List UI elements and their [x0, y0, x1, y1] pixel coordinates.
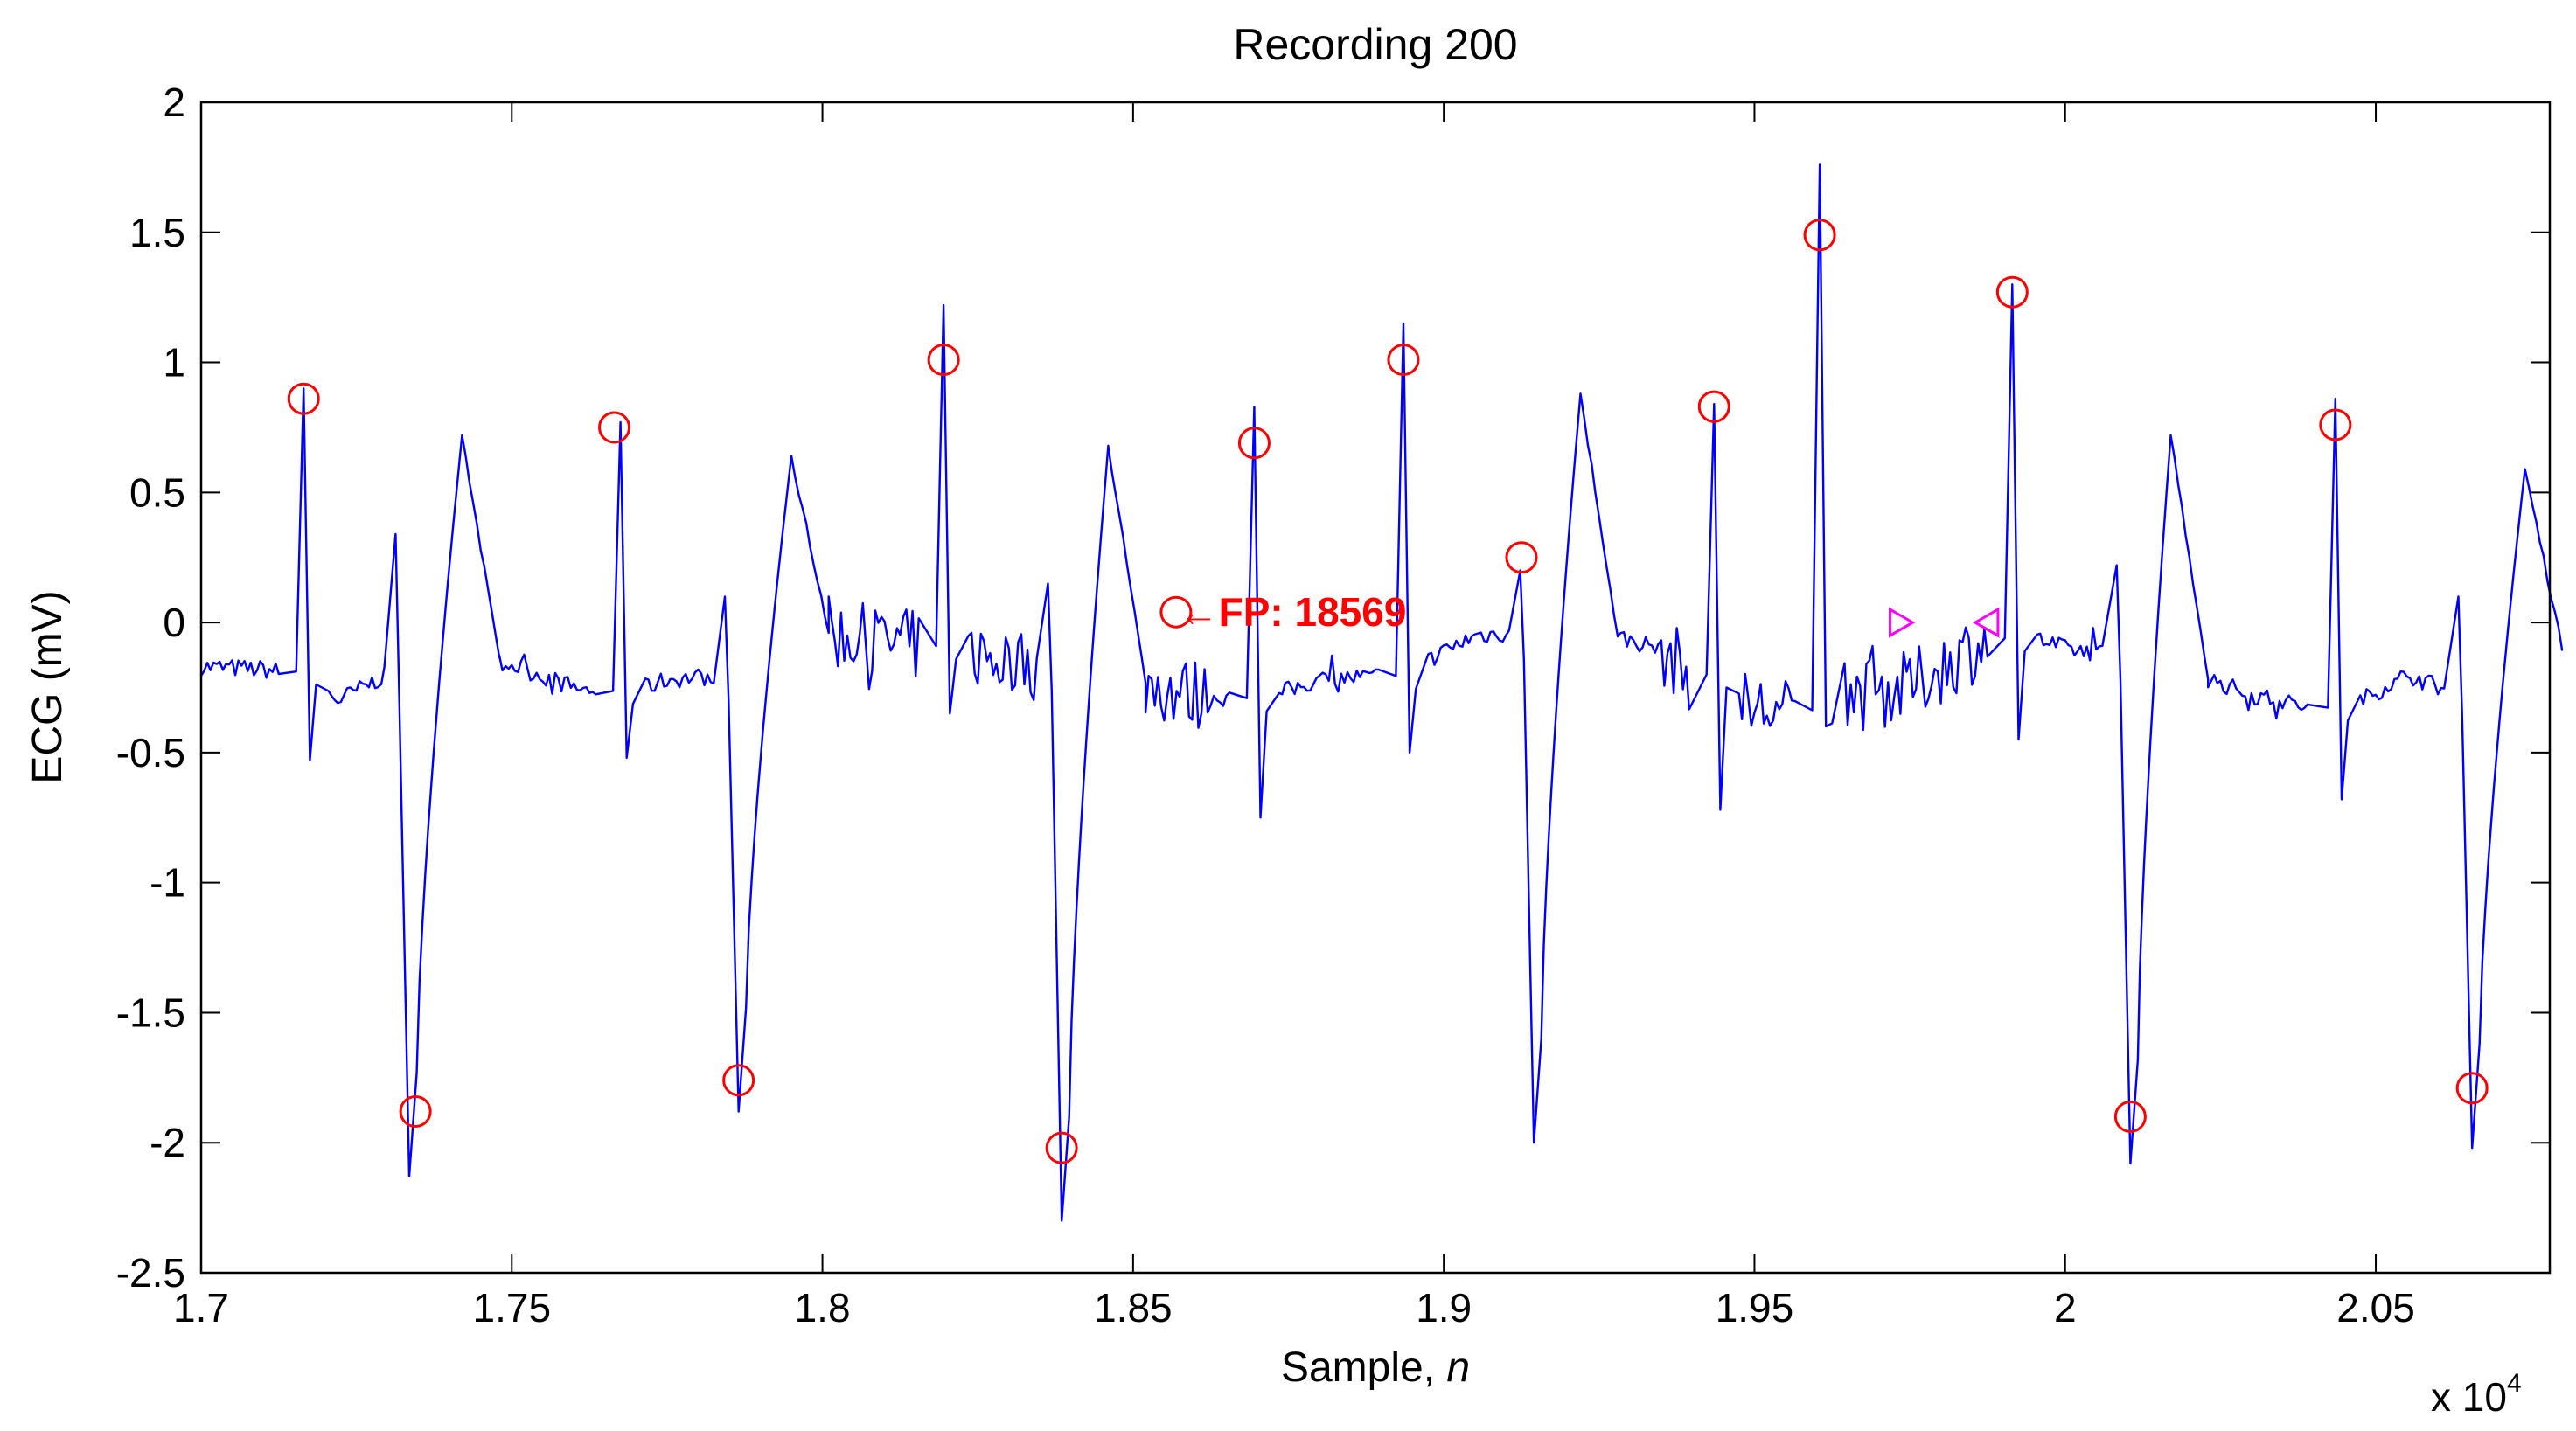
x-tick-label: 1.9 [1416, 1285, 1472, 1330]
detection-marker [1995, 275, 2029, 309]
detection-marker [722, 1064, 755, 1097]
x-axis-multiplier: x 104 [2431, 1369, 2522, 1420]
detection-marker [1045, 1131, 1078, 1164]
y-tick-label: -1 [150, 860, 185, 906]
detection-marker [399, 1095, 432, 1129]
y-tick-label: -0.5 [116, 730, 185, 775]
onset-marker [1888, 607, 1916, 638]
y-tick-label: 0.5 [129, 469, 185, 515]
detection-marker [2319, 408, 2352, 441]
x-tick-label: 1.85 [1094, 1285, 1173, 1330]
plot-frame [199, 101, 2552, 1275]
detection-marker [1387, 344, 1420, 377]
chart-title: Recording 200 [1233, 20, 1517, 69]
plot-background [201, 102, 2550, 1273]
x-tick-label: 1.95 [1716, 1285, 1794, 1330]
detection-marker [1803, 219, 1836, 252]
detection-markers-layer: ←FP: 18569 [287, 219, 2489, 1164]
y-tick-label: -1.5 [116, 990, 185, 1035]
detection-marker [1697, 390, 1730, 423]
detection-marker [287, 382, 320, 415]
detection-marker [1237, 427, 1271, 460]
detection-marker [2455, 1072, 2489, 1105]
y-tick-label: 2 [163, 80, 185, 125]
detection-marker [1505, 541, 1538, 574]
fp-annotation: ←FP: 18569 [1179, 589, 1407, 635]
detection-marker [2113, 1100, 2147, 1133]
ecg-signal-layer [199, 163, 2564, 1222]
x-tick-label: 2.05 [2336, 1285, 2415, 1330]
detection-marker [1159, 595, 1193, 629]
y-tick-label: 1 [163, 340, 185, 386]
y-tick-label: -2.5 [116, 1250, 185, 1296]
detection-marker [927, 344, 960, 377]
x-tick-label: 1.7 [173, 1285, 229, 1330]
offset-marker [1972, 607, 2000, 638]
axis-ticks-layer: 1.7 1.75 1.8 1.85 1.9 1.95 2 2.05 2 1.5 1 0.5 0 -0.5 -… [116, 80, 2550, 1330]
y-tick-label: -2 [150, 1120, 185, 1165]
y-tick-label: 0 [163, 600, 185, 645]
x-axis-label: Sample, n [1281, 1344, 1470, 1391]
y-tick-label: 1.5 [129, 210, 185, 255]
x-tick-label: 2 [2054, 1285, 2077, 1330]
x-tick-label: 1.8 [795, 1285, 851, 1330]
x-tick-label: 1.75 [473, 1285, 552, 1330]
detection-marker [598, 411, 631, 444]
y-axis-label: ECG (mV) [24, 590, 71, 783]
ecg-signal-line [199, 163, 2564, 1222]
